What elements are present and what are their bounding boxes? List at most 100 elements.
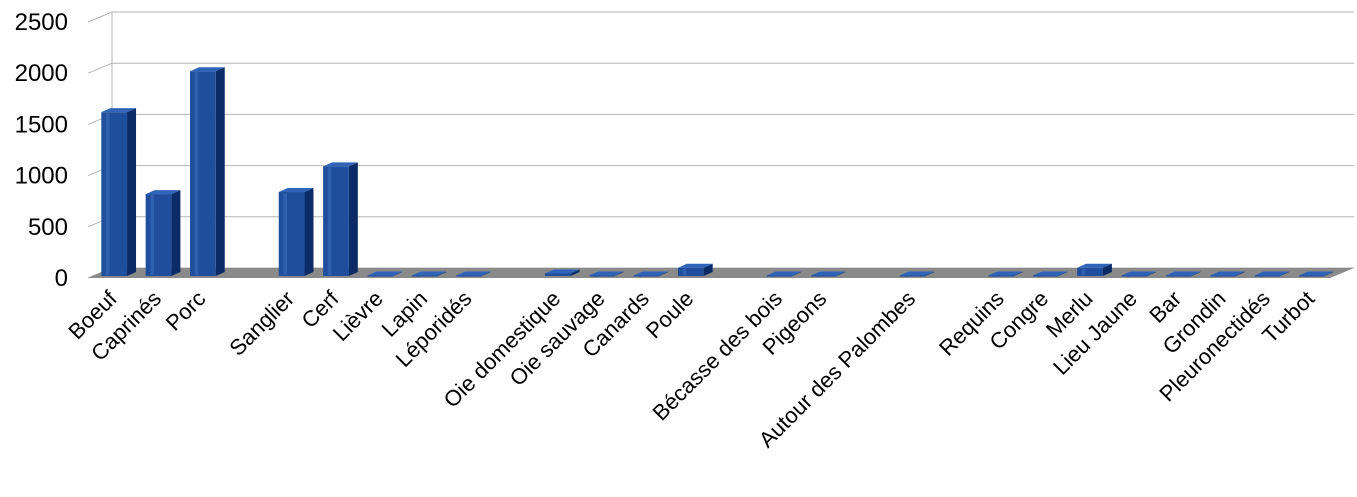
y-tick-label: 2000: [15, 60, 68, 87]
bar: [1210, 275, 1236, 277]
bar-top: [1254, 271, 1290, 276]
y-tick-label: 2500: [15, 9, 68, 36]
bar-side: [792, 271, 802, 276]
bar: [1165, 275, 1192, 277]
bar-top: [323, 162, 358, 167]
bar: [1121, 275, 1148, 277]
x-tick-label: Sanglier: [224, 286, 299, 361]
bar-highlight: [771, 276, 775, 277]
bar-highlight: [1037, 276, 1042, 277]
bar-side: [1058, 271, 1068, 276]
bar-top: [988, 271, 1024, 276]
bar-side: [570, 269, 580, 276]
bar: [1032, 275, 1059, 277]
bar-side: [1014, 271, 1024, 276]
y-tick-label: 0: [55, 265, 68, 292]
bar-top: [190, 67, 225, 72]
bar: [101, 112, 128, 276]
bar-highlight: [1303, 276, 1308, 277]
bar-top: [411, 271, 447, 276]
bar: [766, 275, 793, 277]
y-tick-label: 1500: [15, 111, 68, 138]
bar-highlight: [1170, 276, 1175, 277]
bar-top: [589, 271, 624, 276]
bar-highlight: [283, 193, 287, 275]
bar-top: [1210, 271, 1245, 276]
bar-top: [633, 271, 669, 276]
bar-side: [836, 271, 846, 276]
bar-top: [367, 271, 403, 276]
bar: [589, 275, 615, 277]
bar-top: [811, 271, 846, 276]
bar: [145, 194, 172, 276]
bar-highlight: [327, 167, 332, 275]
y-tick-label: 1000: [15, 163, 68, 190]
bar-top: [1077, 263, 1112, 268]
bar-top: [1165, 271, 1201, 276]
bar-top: [278, 188, 314, 193]
chart-floor: [88, 268, 1354, 278]
bar: [1254, 275, 1281, 277]
bar-side: [614, 271, 624, 276]
floor-plane: [88, 268, 1354, 278]
bar-highlight: [904, 276, 908, 277]
bar-side: [348, 162, 358, 276]
bar-highlight: [194, 72, 199, 275]
bar-side: [925, 271, 935, 276]
bar-top: [145, 190, 181, 195]
bar-side: [659, 271, 669, 276]
bar-top: [101, 108, 137, 113]
y-tick-label: 500: [28, 214, 68, 241]
bar-series: [101, 67, 1334, 277]
y-axis-ticks: 0 500 1000 1500 2000 2500: [15, 9, 68, 292]
bar-top: [1121, 271, 1157, 276]
bar-side: [215, 67, 225, 276]
bar-highlight: [1259, 276, 1263, 277]
bar: [367, 275, 394, 277]
bar: [278, 192, 305, 276]
bar-highlight: [1126, 276, 1130, 277]
plot-grid: [87, 11, 1354, 279]
bar-top: [677, 263, 713, 268]
bar: [1298, 275, 1325, 277]
bar-top: [766, 271, 802, 276]
bar-top: [899, 271, 935, 276]
bar-side: [393, 271, 403, 276]
bar-side: [1147, 271, 1157, 276]
bar-side: [304, 188, 314, 276]
bar-highlight: [638, 276, 642, 277]
bar-highlight: [416, 276, 421, 277]
bar-side: [437, 271, 447, 276]
bar: [811, 275, 837, 277]
bar-top: [456, 271, 491, 276]
bar-highlight: [993, 276, 997, 277]
bar: [411, 275, 438, 277]
bar-highlight: [549, 274, 554, 275]
bar-highlight: [593, 276, 598, 277]
bar: [1077, 267, 1103, 276]
bar-side: [171, 190, 181, 276]
bar-highlight: [1081, 268, 1086, 275]
bar-top: [1032, 271, 1068, 276]
bar-side: [1191, 271, 1201, 276]
bar-highlight: [1214, 276, 1219, 277]
x-tick-label: Porc: [161, 286, 211, 336]
bar: [633, 275, 660, 277]
bar-side: [127, 108, 137, 276]
bar: [456, 275, 482, 277]
x-tick-label: Poule: [641, 286, 698, 343]
bar-highlight: [372, 276, 376, 277]
bar-highlight: [815, 276, 820, 277]
bar-side: [1235, 271, 1245, 276]
bar: [988, 275, 1015, 277]
x-tick-label: Lièvre: [328, 286, 388, 346]
bar-side: [1102, 263, 1112, 276]
bar-highlight: [460, 276, 465, 277]
bar-side: [1324, 271, 1334, 276]
bar-side: [1280, 271, 1290, 276]
bar: [677, 267, 704, 276]
bar: [899, 275, 926, 277]
bar-highlight: [682, 268, 687, 275]
